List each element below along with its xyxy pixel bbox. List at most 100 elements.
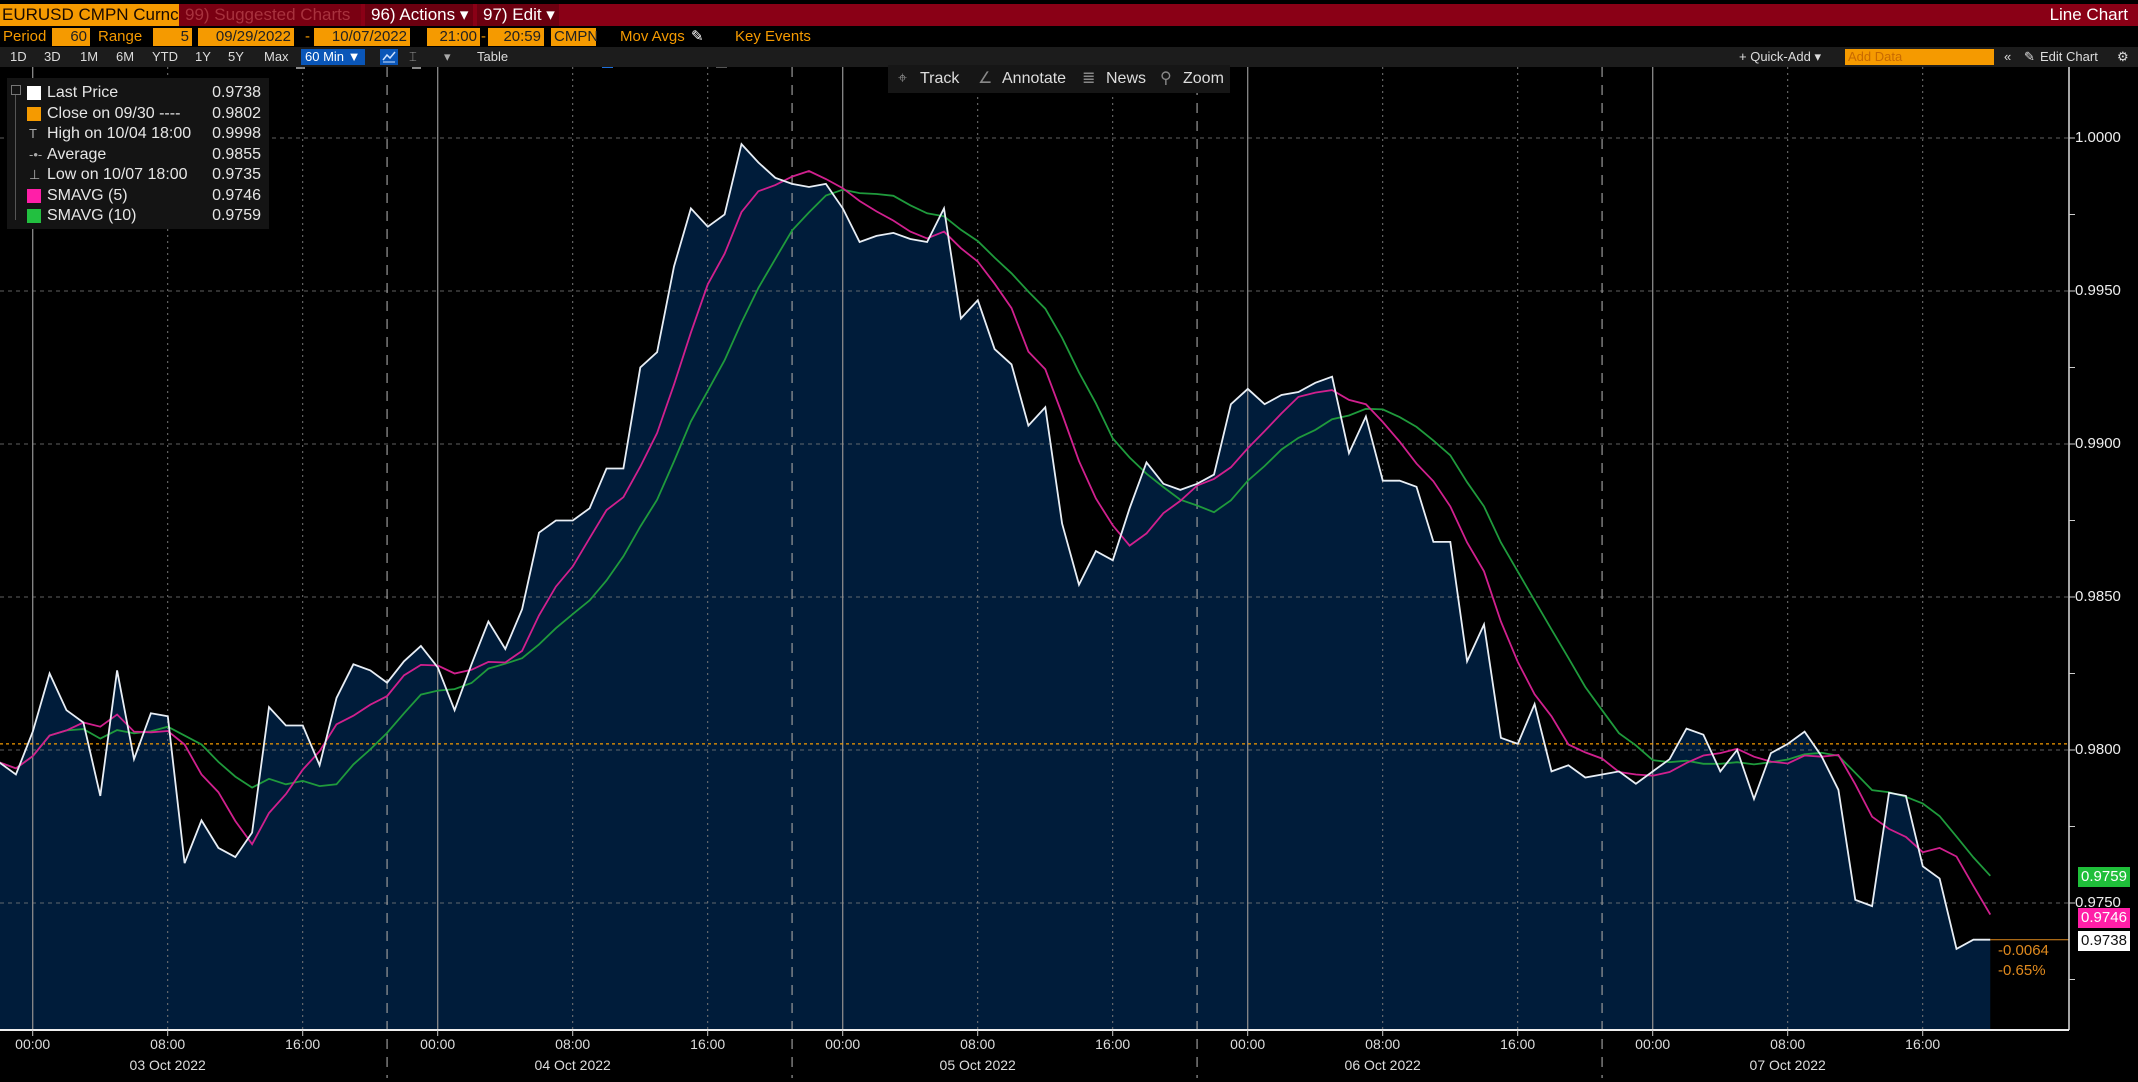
legend-label: High on 10/04 18:00 [47, 125, 192, 142]
start-date-input[interactable]: 09/29/2022 [198, 28, 294, 46]
legend-label: Last Price [47, 84, 119, 101]
settings-bar: Period 60 Range 5 09/29/2022 - 10/07/202… [0, 26, 2138, 69]
period-input[interactable]: 60 [52, 28, 90, 46]
chart-style-dropdown[interactable]: ▾ [444, 49, 451, 64]
chart-legend: Last Price 0.9738 Close on 09/30 ---- 0.980… [7, 78, 269, 229]
sma10-line [0, 188, 1991, 877]
zoom-icon: ⚲ [1160, 70, 1172, 87]
legend-item[interactable]: T High on 10/04 18:00 0.9998 [7, 124, 269, 144]
pencil-icon[interactable]: ✎ [691, 28, 704, 45]
pencil-icon: ✎ [2024, 49, 2035, 64]
legend-label: Close on 09/30 ---- [47, 104, 181, 122]
chart-tools-bar: ⌖ Track ∠ Annotate ≣ News ⚲ Zoom [888, 65, 1230, 93]
edit-menu[interactable]: 97) Edit ▾ [477, 4, 559, 26]
legend-swatch [27, 209, 41, 223]
toolbar: 1D 3D 1M 6M YTD 1Y 5Y Max 60 Min ▼ ⌶ ▾ T… [0, 47, 2138, 67]
last-price-tag: 0.9738 [2078, 931, 2130, 951]
date-dash: - [305, 28, 310, 45]
legend-swatch [27, 86, 41, 100]
time-dash: - [481, 28, 486, 45]
range-input[interactable]: 5 [153, 28, 192, 46]
end-time-input[interactable]: 20:59 [488, 28, 544, 46]
average-marker-icon: -•- [29, 146, 43, 162]
edit-chart-button[interactable]: Edit Chart [2040, 49, 2098, 64]
x-tick-date-label: 07 Oct 2022 [1749, 1057, 1826, 1073]
price-change-percent: -0.65% [1998, 962, 2046, 979]
legend-value: 0.9802 [212, 104, 261, 122]
interval-dropdown[interactable]: 60 Min ▼ [301, 49, 365, 65]
table-button[interactable]: Table [477, 49, 509, 64]
quick-add-button[interactable]: + Quick-Add ▾ [1739, 49, 1822, 64]
actions-menu[interactable]: 96) Actions ▾ [365, 4, 473, 26]
legend-item[interactable]: Last Price 0.9738 [7, 83, 269, 103]
range-label: Range [98, 28, 143, 45]
legend-item[interactable]: ⊥ Low on 10/07 18:00 0.9735 [7, 165, 269, 185]
x-tick-time-label: 00:00 [420, 1036, 456, 1052]
range-1d[interactable]: 1D [10, 49, 27, 64]
legend-swatch [27, 188, 41, 203]
legend-item[interactable]: SMAVG (10) 0.9759 [7, 206, 269, 226]
chart-type-title: Line Chart [2049, 5, 2128, 24]
news-button[interactable]: News [1106, 70, 1147, 87]
price-area-fill [0, 144, 1991, 1030]
key-events-label[interactable]: Key Events [735, 28, 811, 45]
price-change: -0.0064 [1998, 942, 2049, 959]
crosshair-icon: ⌖ [898, 70, 908, 87]
x-tick-time-label: 00:00 [1230, 1036, 1266, 1052]
suggested-charts-button[interactable]: 99) Suggested Charts [179, 4, 361, 26]
legend-label: Average [47, 145, 107, 163]
zoom-button[interactable]: Zoom [1183, 70, 1224, 87]
end-date-input[interactable]: 10/07/2022 [314, 28, 410, 46]
x-tick-date-label: 04 Oct 2022 [534, 1057, 611, 1073]
legend-label: SMAVG (10) [47, 207, 137, 224]
range-max[interactable]: Max [264, 49, 289, 64]
legend-tree-line [15, 90, 16, 220]
top-strip [0, 0, 2138, 4]
line-chart-icon[interactable] [380, 49, 398, 65]
gear-icon[interactable]: ⚙ [2117, 49, 2129, 64]
x-tick-time-label: 16:00 [690, 1036, 726, 1052]
legend-value: 0.9746 [212, 186, 261, 204]
last-price-line [0, 142, 1991, 951]
range-1y[interactable]: 1Y [195, 49, 211, 64]
range-3d[interactable]: 3D [44, 49, 61, 64]
x-tick-time-label: 08:00 [1770, 1036, 1806, 1052]
collapse-button[interactable]: « [2004, 49, 2012, 64]
x-tick-time-label: 16:00 [1095, 1036, 1131, 1052]
legend-value: 0.9998 [212, 125, 261, 142]
annotate-button[interactable]: Annotate [1002, 70, 1067, 87]
range-ytd[interactable]: YTD [152, 49, 178, 64]
bar-chart-icon[interactable]: ⌶ [409, 49, 417, 64]
y-tick-label: 1.0000 [2075, 129, 2121, 146]
x-tick-time-label: 08:00 [960, 1036, 996, 1052]
sma5-value-tag: 0.9746 [2078, 908, 2130, 928]
source-input[interactable]: CMPN [551, 28, 598, 46]
sma10-value-tag: 0.9759 [2078, 867, 2130, 887]
add-data-input[interactable]: Add Data [1845, 49, 1994, 65]
news-icon: ≣ [1082, 70, 1096, 87]
legend-item[interactable]: Close on 09/30 ---- 0.9802 [7, 104, 269, 124]
mov-avgs-label[interactable]: Mov Avgs [620, 28, 685, 45]
annotate-icon: ∠ [978, 70, 993, 87]
range-5y[interactable]: 5Y [228, 49, 244, 64]
x-tick-time-label: 00:00 [825, 1036, 861, 1052]
x-tick-time-label: 08:00 [150, 1036, 186, 1052]
collapse-legend-icon[interactable] [11, 85, 21, 95]
legend-item[interactable]: SMAVG (5) 0.9746 [7, 186, 269, 206]
x-tick-time-label: 16:00 [1905, 1036, 1941, 1052]
legend-value: 0.9855 [212, 145, 261, 163]
range-1m[interactable]: 1M [80, 49, 99, 64]
y-tick-label: 0.9850 [2075, 588, 2121, 605]
security-ticker[interactable]: EURUSD CMPN Curnc [0, 4, 179, 26]
legend-value: 0.9759 [212, 207, 261, 224]
legend-label: SMAVG (5) [47, 186, 128, 204]
price-chart[interactable] [0, 67, 2138, 1082]
start-time-input[interactable]: 21:00 [427, 28, 480, 46]
legend-item[interactable]: -•- Average 0.9855 [7, 145, 269, 165]
low-marker-icon: ⊥ [29, 167, 41, 182]
range-6m[interactable]: 6M [116, 49, 135, 64]
legend-swatch [27, 106, 41, 121]
x-tick-date-label: 06 Oct 2022 [1344, 1057, 1421, 1073]
x-tick-date-label: 05 Oct 2022 [939, 1057, 1016, 1073]
track-button[interactable]: Track [920, 70, 960, 87]
